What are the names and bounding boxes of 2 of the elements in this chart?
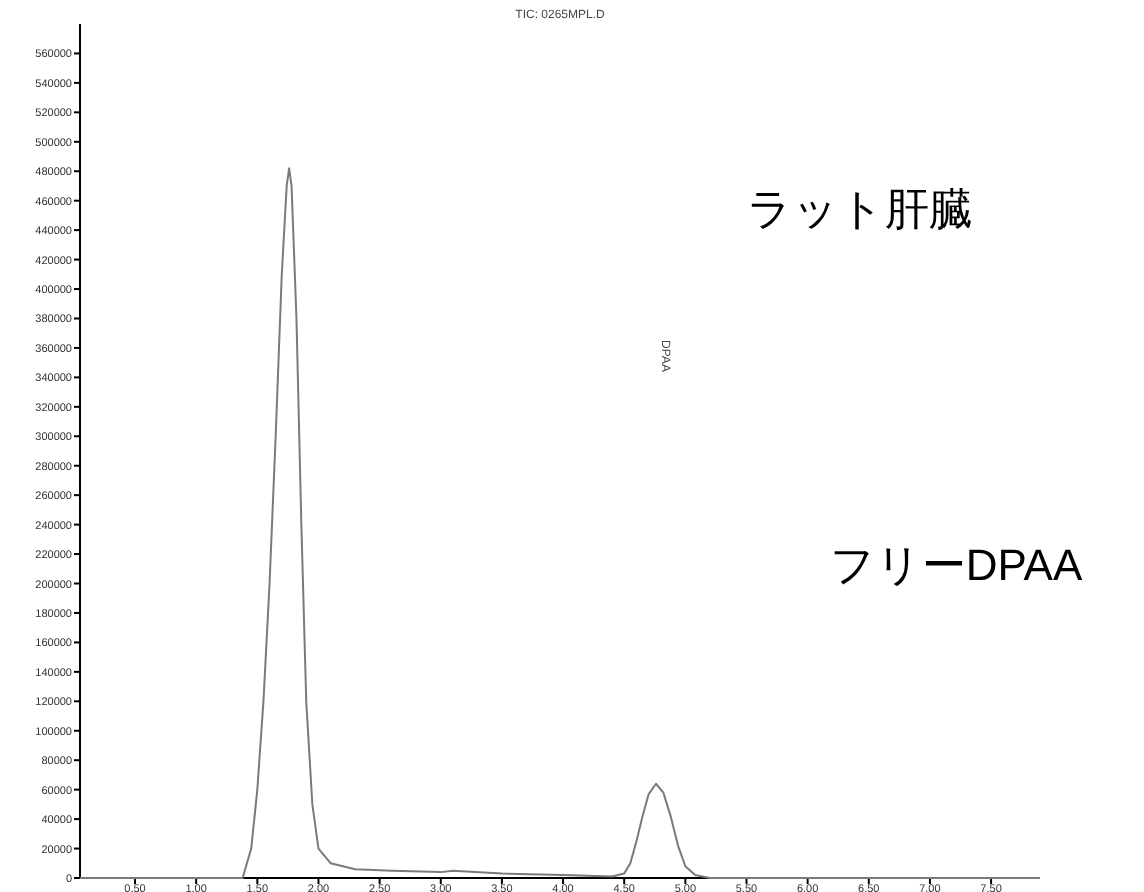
annotation: ラット肝臓 [747,184,973,234]
annotation: フリーDPAA [829,540,1083,590]
